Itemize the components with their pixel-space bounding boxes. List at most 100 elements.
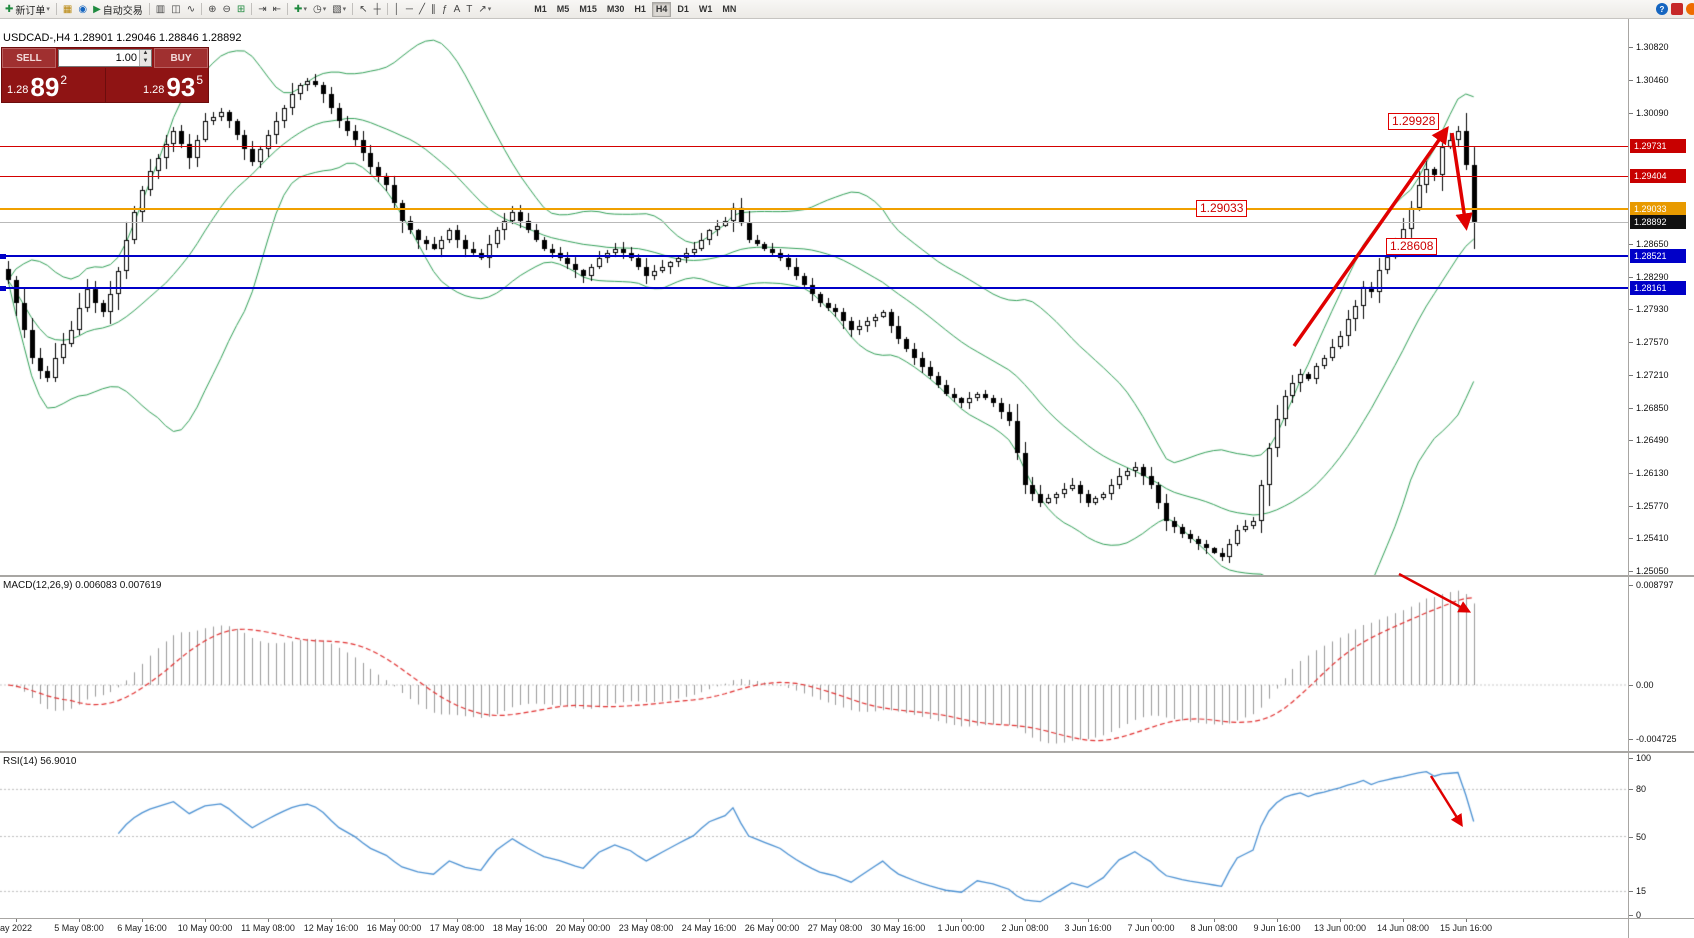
scale-tick <box>1629 309 1633 310</box>
toolbar-separator <box>287 3 289 15</box>
label-icon: T <box>466 3 473 15</box>
date-label: 20 May 00:00 <box>555 923 611 933</box>
crosshair-button[interactable]: ┼ <box>372 2 383 17</box>
volume-up-button[interactable]: ▲ <box>140 50 151 58</box>
date-label: 17 May 08:00 <box>429 923 485 933</box>
panel-separator[interactable] <box>0 575 1694 577</box>
horizontal-line-icon: ─ <box>405 3 413 15</box>
scale-label: 1.27570 <box>1636 337 1669 347</box>
crosshair-icon: ┼ <box>373 3 381 15</box>
trendline-button[interactable]: ╱ <box>417 2 427 17</box>
date-tick <box>142 919 143 922</box>
tile-windows-icon: ⊞ <box>236 3 246 15</box>
chart-shift-button[interactable]: ⇤ <box>271 2 283 17</box>
new-order-button-label: 新订单 <box>15 5 46 17</box>
price-label-box[interactable]: 1.29033 <box>1196 200 1248 217</box>
templates-button[interactable]: ▧ ▾ <box>330 2 348 17</box>
date-tick <box>457 919 458 922</box>
autotrading-button[interactable]: ▶ 自动交易 <box>91 2 145 17</box>
timeframe-w1-button[interactable]: W1 <box>698 3 713 14</box>
periods-button[interactable]: ◷ ▾ <box>311 2 328 17</box>
zoom-out-button[interactable]: ⊖ <box>220 2 232 17</box>
channel-button[interactable]: ∥ <box>429 2 438 17</box>
chevron-down-icon: ▾ <box>487 6 492 13</box>
price-tag: 1.29033 <box>1630 202 1686 216</box>
line-chart-button[interactable]: ∿ <box>185 2 197 17</box>
timeframe-m5-button[interactable]: M5 <box>556 3 570 14</box>
date-label: 16 May 00:00 <box>366 923 422 933</box>
toolbar-separator <box>251 3 253 15</box>
date-label: 23 May 08:00 <box>618 923 674 933</box>
auto-scroll-button[interactable]: ⇥ <box>256 2 268 17</box>
indicators-button[interactable]: ✚ ▾ <box>292 2 309 17</box>
label-button[interactable]: T <box>464 2 474 17</box>
volume-input[interactable] <box>59 50 139 66</box>
scale-tick <box>1629 375 1633 376</box>
community-button[interactable]: ◉ <box>76 2 89 17</box>
scale-tick <box>1629 891 1633 892</box>
date-axis[interactable]: ay 2022 5 May 08:00 6 May 16:00 10 May 00:0… <box>0 919 1628 938</box>
buy-price[interactable]: 1.28 93 5 <box>104 68 209 102</box>
date-tick <box>772 919 773 922</box>
date-tick <box>1088 919 1089 922</box>
date-tick <box>583 919 584 922</box>
buy-price-sup: 5 <box>196 73 203 87</box>
bars-chart-button[interactable]: ▥ <box>154 2 167 17</box>
vertical-line-button[interactable]: │ <box>392 2 402 17</box>
scale-label: 1.26130 <box>1636 468 1669 478</box>
rsi-chart-canvas[interactable] <box>0 753 1628 918</box>
price-scale[interactable]: 1.30820 1.30460 1.30090 1.28650 1.28290 1.279… <box>1628 18 1694 938</box>
scale-tick <box>1629 538 1633 539</box>
status-icon[interactable] <box>1686 3 1694 15</box>
price-chart-canvas[interactable] <box>0 18 1628 575</box>
sell-button[interactable]: SELL <box>2 48 56 68</box>
scale-label: 1.28290 <box>1636 272 1669 282</box>
price-label-box[interactable]: 1.28608 <box>1386 238 1438 255</box>
search-icon[interactable]: ? <box>1656 3 1668 15</box>
scale-tick <box>1629 473 1633 474</box>
panel-separator[interactable] <box>0 751 1694 753</box>
timeframe-h1-button[interactable]: H1 <box>634 3 646 14</box>
date-label: 3 Jun 16:00 <box>1064 923 1112 933</box>
date-tick <box>79 919 80 922</box>
text-button[interactable]: A <box>452 2 463 17</box>
line-chart-icon: ∿ <box>186 3 196 15</box>
templates-icon: ▧ <box>332 3 342 15</box>
sell-price-prefix: 1.28 <box>7 84 29 96</box>
scale-tick <box>1629 342 1633 343</box>
arrows-button[interactable]: ↗ ▾ <box>476 2 493 17</box>
macd-chart-canvas[interactable] <box>0 577 1628 751</box>
text-icon: A <box>453 3 461 15</box>
toolbar: ✚ 新订单 ▾ ▦ ◉ ▶ 自动交易 ▥ ◫ ∿ ⊕ ⊖ ⊞ ⇥ ⇤ ✚ ▾ ◷ ▾ ▧ ▾ ↖ ┼ │ ─ ╱ ∥ ƒ A T ↗ ▾ M1 M… <box>0 0 1694 19</box>
scale-tick <box>1629 739 1633 740</box>
buy-button[interactable]: BUY <box>154 48 208 68</box>
price-tag: 1.28161 <box>1630 281 1686 295</box>
new-order-button[interactable]: ✚ 新订单 ▾ <box>3 2 52 17</box>
tile-windows-button[interactable]: ⊞ <box>235 2 247 17</box>
toolbar-separator <box>386 3 388 15</box>
timeframe-d1-button[interactable]: D1 <box>677 3 689 14</box>
candles-chart-icon: ◫ <box>171 3 181 15</box>
new-order-icon: ✚ <box>5 3 14 15</box>
scale-label: 1.27930 <box>1636 304 1669 314</box>
date-label: 30 May 16:00 <box>870 923 926 933</box>
scale-tick <box>1629 915 1633 916</box>
zoom-in-button[interactable]: ⊕ <box>206 2 218 17</box>
price-label-box[interactable]: 1.29928 <box>1388 113 1440 130</box>
horizontal-line-button[interactable]: ─ <box>404 2 415 17</box>
fibonacci-button[interactable]: ƒ <box>440 2 450 17</box>
candles-chart-button[interactable]: ◫ <box>169 2 182 17</box>
timeframe-m30-button[interactable]: M30 <box>606 3 625 14</box>
timeframe-m1-button[interactable]: M1 <box>534 3 547 14</box>
timeframe-mn-button[interactable]: MN <box>722 3 737 14</box>
zoom-out-icon: ⊖ <box>222 3 231 15</box>
volume-down-button[interactable]: ▼ <box>140 58 151 66</box>
chart-window-button[interactable]: ▦ <box>61 2 74 17</box>
timeframe-m15-button[interactable]: M15 <box>579 3 597 14</box>
sell-price[interactable]: 1.28 89 2 <box>2 68 105 102</box>
cursor-button[interactable]: ↖ <box>357 2 369 17</box>
scale-tick <box>1629 506 1633 507</box>
rsi-indicator-label: RSI(14) 56.9010 <box>3 756 77 767</box>
timeframe-h4-button[interactable]: H4 <box>651 1 672 17</box>
alert-icon[interactable] <box>1671 3 1683 15</box>
